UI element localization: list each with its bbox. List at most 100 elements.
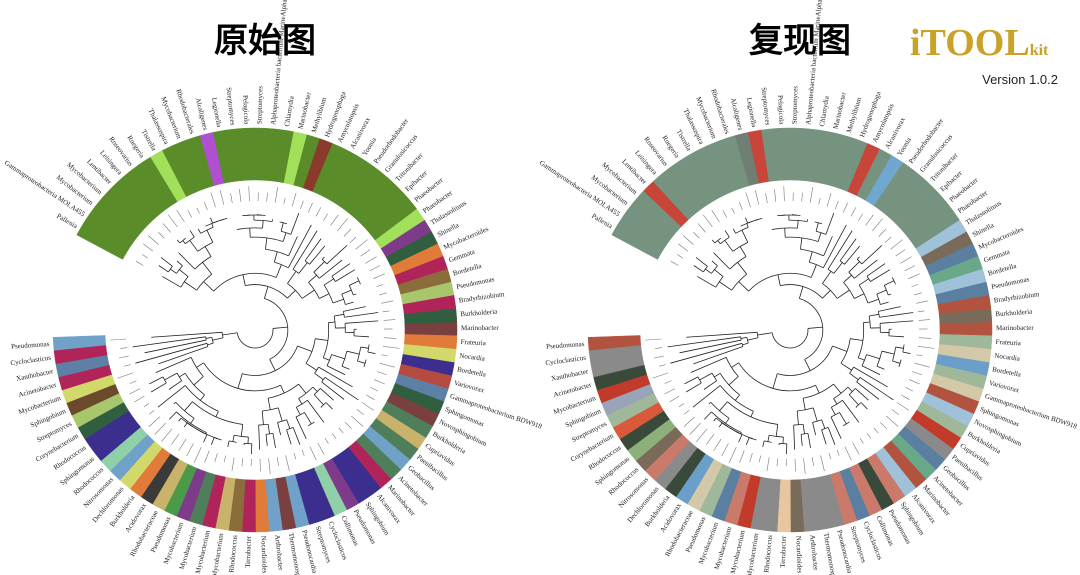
branch [258, 425, 261, 450]
branch [319, 293, 330, 299]
branch [836, 289, 850, 299]
branch [704, 411, 712, 420]
branch [692, 385, 721, 408]
branch [280, 385, 285, 394]
branch [827, 230, 853, 270]
inner-label-mark [645, 338, 662, 341]
inner-label-mark [230, 193, 233, 204]
inner-label-mark [803, 458, 806, 475]
leaf-label: Thermomonospora [287, 532, 304, 575]
branch [290, 212, 300, 235]
branch [210, 217, 213, 224]
inner-label-mark [324, 438, 329, 444]
branch [320, 388, 334, 401]
branch [189, 230, 195, 238]
branch [807, 433, 811, 449]
branch [863, 321, 871, 324]
inner-label-mark [713, 438, 722, 451]
inner-label-mark [204, 450, 210, 463]
branch [697, 276, 717, 288]
branch [738, 281, 750, 292]
inner-label-mark [124, 364, 131, 367]
branch [858, 357, 865, 361]
branch [288, 236, 298, 257]
inner-label-mark [682, 235, 694, 245]
branch-arc [812, 419, 822, 423]
inner-label-mark [143, 243, 154, 252]
branch [823, 224, 847, 268]
inner-label-mark [914, 362, 930, 368]
leaf-label: Burkholderia [460, 308, 498, 319]
branch [304, 412, 312, 425]
reproduced-title: 复现图 [749, 21, 851, 61]
branch [843, 274, 852, 283]
branch [708, 401, 711, 405]
logo: iTOOLkit [910, 22, 1049, 64]
leaf-label: Pseudomonas [546, 340, 585, 351]
branch-arc [348, 285, 354, 296]
inner-label-mark [331, 433, 337, 439]
logo-main: iTOOL [910, 22, 1030, 64]
inner-label-mark [664, 388, 676, 395]
branch [341, 365, 350, 370]
branch [178, 252, 196, 270]
inner-label-mark [337, 218, 348, 231]
branch-arc [769, 434, 784, 438]
inner-label-mark [187, 210, 193, 218]
inner-label-mark [171, 433, 180, 445]
branch [804, 359, 811, 371]
branch-arc [176, 372, 183, 381]
inner-label-mark [178, 438, 187, 451]
branch [719, 281, 732, 291]
branch [745, 217, 748, 224]
branch [189, 240, 199, 252]
inner-label-mark [356, 409, 364, 416]
branch [295, 407, 301, 416]
branch [319, 259, 343, 279]
branch [861, 365, 881, 376]
branch-arc [264, 298, 289, 360]
inner-label-mark [918, 337, 932, 339]
inner-label-mark [338, 427, 344, 434]
branch-arc [741, 343, 744, 347]
leaf-label: Alcaligenes [194, 97, 210, 131]
inner-label-mark [731, 207, 735, 214]
inner-label-mark [774, 189, 777, 202]
inner-label-mark [916, 354, 923, 357]
inner-label-mark [167, 214, 178, 228]
branch [197, 228, 202, 234]
inner-label-mark [765, 193, 768, 204]
leaf-label: Pseudomonas [456, 275, 496, 291]
branch-arc [902, 344, 905, 353]
branch-arc [830, 412, 840, 418]
inner-label-mark [653, 355, 664, 359]
branch [741, 229, 749, 243]
branch [265, 237, 268, 250]
branch [262, 220, 264, 229]
leaf-label: Pelagicola [776, 95, 785, 125]
branch [222, 332, 238, 336]
branch [275, 264, 282, 278]
inner-label-mark [669, 395, 680, 403]
branch [714, 269, 724, 277]
branch [711, 239, 716, 244]
branch-arc [697, 376, 702, 384]
branch [832, 345, 848, 352]
branch-arc [883, 285, 889, 296]
branch [158, 265, 169, 273]
inner-label-mark [343, 228, 352, 237]
branch [775, 424, 779, 437]
leaf-label: Streptomyces [791, 86, 800, 125]
branch [812, 422, 817, 436]
leaf-band [76, 222, 129, 260]
branch-arc [186, 422, 194, 428]
branch-arc [242, 214, 251, 217]
inner-label-mark [904, 265, 916, 272]
leaf-label: Mycobacterium [210, 532, 225, 575]
branch [321, 381, 345, 400]
branch [273, 251, 278, 263]
branch-arc [868, 315, 871, 329]
leaf-label: Nocardia [994, 352, 1021, 363]
branch [854, 293, 865, 299]
branch [869, 313, 880, 317]
